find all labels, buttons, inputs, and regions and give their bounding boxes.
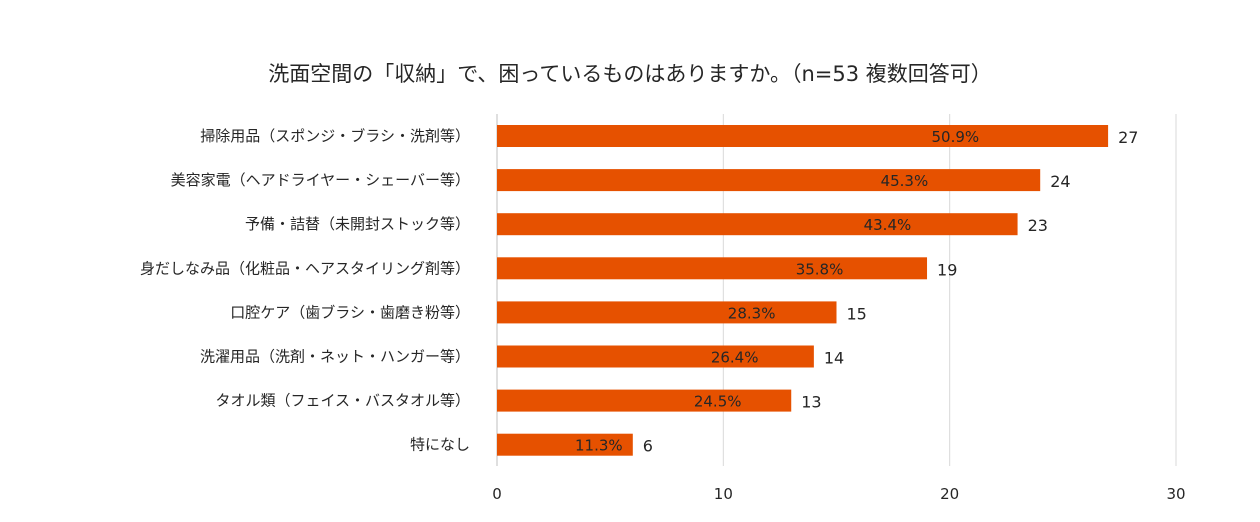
percent-label: 26.4% (711, 349, 759, 367)
bar (497, 301, 837, 324)
percent-label: 43.4% (864, 216, 912, 234)
category-label: 身だしなみ品（化粧品・ヘアスタイリング剤等） (140, 259, 470, 277)
bar (497, 169, 1041, 192)
value-label: 19 (937, 260, 957, 279)
percent-label: 50.9% (931, 128, 979, 146)
chart-title: 洗面空間の「収納」で、困っているものはありますか。（n=53 複数回答可） (268, 62, 992, 86)
category-label: 予備・詰替（未開封ストック等） (245, 215, 470, 233)
category-label: タオル類（フェイス・バスタオル等） (215, 392, 470, 410)
value-label: 14 (824, 349, 844, 368)
value-label: 13 (801, 393, 821, 412)
category-label: 口腔ケア（歯ブラシ・歯磨き粉等） (230, 303, 470, 321)
bar (497, 345, 814, 368)
percent-label: 11.3% (575, 437, 623, 455)
percent-label: 28.3% (728, 304, 776, 322)
percent-label: 45.3% (881, 172, 929, 190)
percent-label: 24.5% (694, 393, 742, 411)
x-tick-label: 20 (940, 485, 959, 503)
value-label: 27 (1118, 128, 1138, 147)
value-label: 23 (1028, 216, 1048, 235)
bar (497, 433, 633, 456)
bar (497, 125, 1109, 147)
x-tick-label: 10 (714, 485, 733, 503)
x-tick-label: 30 (1166, 485, 1185, 503)
category-label: 特になし (410, 436, 470, 454)
percent-label: 35.8% (796, 260, 844, 278)
bar (497, 213, 1018, 236)
value-label: 24 (1050, 172, 1070, 191)
category-label: 洗濯用品（洗剤・ネット・ハンガー等） (200, 348, 470, 366)
value-label: 6 (643, 437, 653, 456)
bar (497, 257, 928, 280)
bar (497, 389, 792, 412)
category-label: 掃除用品（スポンジ・ブラシ・洗剤等） (200, 127, 470, 145)
x-tick-label: 0 (492, 485, 502, 503)
value-label: 15 (847, 304, 867, 323)
category-label: 美容家電（ヘアドライヤー・シェーバー等） (171, 171, 470, 189)
